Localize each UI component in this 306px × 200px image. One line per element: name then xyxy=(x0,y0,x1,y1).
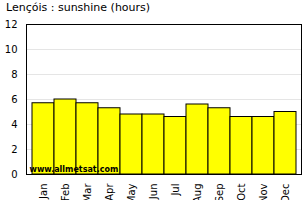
svg-text:May: May xyxy=(126,183,137,200)
svg-text:Oct: Oct xyxy=(236,183,247,200)
svg-text:Apr: Apr xyxy=(104,183,115,200)
svg-text:6: 6 xyxy=(11,94,17,105)
html-text:Lençóis : sunshine (hours): Lençóis : sunshine (hours) xyxy=(6,1,151,14)
svg-text:Jan: Jan xyxy=(38,184,49,200)
svg-text:0: 0 xyxy=(11,169,17,180)
svg-text:www.allmetsat.com: www.allmetsat.com xyxy=(30,165,119,174)
svg-text:8: 8 xyxy=(11,69,17,80)
svg-text:4: 4 xyxy=(11,119,17,130)
svg-text:Mar: Mar xyxy=(82,183,93,200)
svg-text:12: 12 xyxy=(5,19,18,30)
svg-text:2: 2 xyxy=(11,144,17,155)
svg-text:Aug: Aug xyxy=(192,184,203,200)
svg-text:Dec: Dec xyxy=(280,184,291,200)
svg-text:Sep: Sep xyxy=(214,184,225,200)
svg-text:Nov: Nov xyxy=(258,183,269,200)
svg-text:Jul: Jul xyxy=(170,184,181,197)
svg-text:Feb: Feb xyxy=(60,184,71,200)
svg-text:10: 10 xyxy=(5,44,18,55)
svg-text:Jun: Jun xyxy=(148,184,159,200)
